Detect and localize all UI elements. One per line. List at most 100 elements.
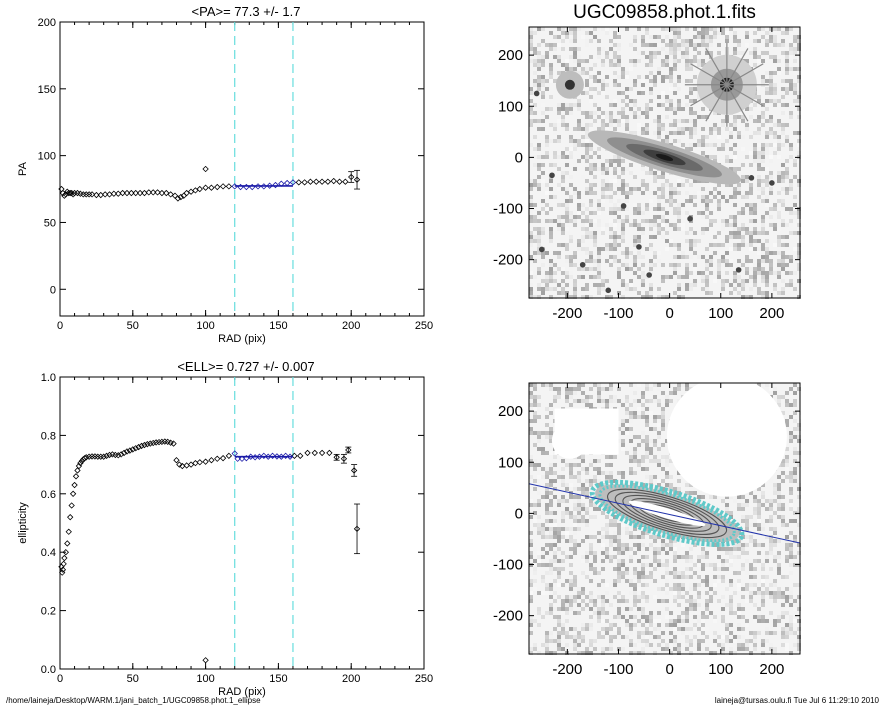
data-point [144,440,151,448]
data-point [158,189,166,197]
data-point [219,183,227,190]
data-point [163,189,170,197]
data-point [103,452,110,460]
data-point [196,459,203,466]
y-tick-label: 100 [498,98,523,115]
x-tick-label: 200 [342,673,360,685]
data-point [196,185,203,193]
data-point [202,657,209,664]
x-tick-label: 250 [415,320,433,332]
plot-frame [59,376,425,670]
x-tick-label: 50 [127,673,139,685]
y-tick-label: 1.0 [41,372,56,384]
y-tick-label: 100 [38,151,56,163]
data-point [135,443,142,451]
data-point [311,449,318,457]
data-point [77,459,84,467]
data-point [154,189,161,196]
data-point [119,189,126,197]
image-frame [528,382,801,655]
data-point [141,441,148,449]
plot-title: <ELL>= 0.727 +/- 0.007 [177,359,314,374]
star-spike [726,48,749,86]
star-spike [705,84,728,122]
star [636,244,642,250]
data-point [155,438,163,446]
data-point [234,455,241,462]
x-tick-label: 100 [196,673,214,685]
y-tick-label: -200 [493,608,523,625]
isophote-contour [589,479,745,547]
data-point [93,191,100,199]
data-point [60,560,67,568]
data-point [225,183,233,190]
data-point [67,513,74,521]
data-point [101,191,109,198]
data-point [123,189,131,197]
data-point [61,554,68,562]
data-point [173,457,180,464]
data-point [150,439,157,447]
data-point [313,178,320,185]
data-point [65,528,72,535]
data-point [176,461,183,468]
image-panel-2: -200 -100 0 100 200 200 100 0 -100 -200 [493,376,801,678]
y-tick-label: 200 [498,403,523,420]
data-point [145,189,152,196]
data-point [72,473,80,480]
star [579,261,586,268]
x-tick-label: 0 [57,320,63,332]
data-point [129,446,136,453]
data-point [214,455,221,462]
data-point [208,184,215,191]
y-axis-label: PA [17,161,29,176]
data-point [170,440,177,447]
mask-region [666,376,787,497]
y-tick-label: -200 [493,252,523,269]
y-tick-label: 0.8 [41,430,56,442]
data-point [174,195,182,202]
data-point [59,566,67,573]
y-tick-label: -100 [493,201,523,218]
x-tick-label: 150 [269,673,287,685]
data-point [64,540,71,547]
data-point [136,189,144,197]
data-point [353,176,361,183]
data-point [110,190,118,197]
star-spike [690,84,728,107]
data-point [247,453,254,460]
star [769,180,775,186]
data-point [273,453,281,460]
footer-path: /home/laineja/Desktop/WARM.1/jani_batch_… [6,696,261,705]
data-point [128,189,135,197]
y-tick-label: 0 [50,284,56,296]
y-tick-label: 200 [498,47,523,64]
star [564,79,575,90]
data-point [123,448,131,455]
star [687,215,693,222]
star-spike [705,48,728,86]
data-point [150,189,157,196]
star [533,90,540,97]
data-point [100,453,107,460]
data-point [132,445,139,452]
y-tick-label: 50 [44,217,56,229]
x-tick-label: 200 [759,305,784,322]
galaxy-core [628,500,706,527]
data-point [289,179,297,186]
data-point [138,442,145,450]
data-point [272,181,279,189]
x-tick-label: 200 [759,661,784,678]
major-axis-line [528,483,801,544]
data-point [208,457,215,464]
data-point [342,178,349,185]
data-point [318,178,326,185]
data-point [301,179,308,186]
data-point [85,453,93,460]
star-spike [726,84,764,107]
data-point [340,455,348,462]
y-tick-label: 100 [498,454,523,471]
data-point [152,439,160,446]
star [549,172,555,179]
